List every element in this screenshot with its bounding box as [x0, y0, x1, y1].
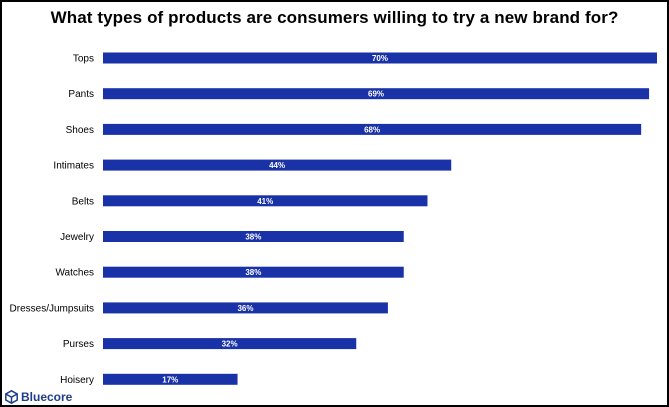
- category-label: Shoes: [66, 125, 94, 136]
- bar: [103, 159, 452, 171]
- data-label: 38%: [245, 268, 261, 277]
- category-label: Belts: [72, 196, 94, 207]
- category-label: Jewelry: [60, 232, 94, 243]
- data-label: 32%: [222, 340, 238, 349]
- category-label: Pants: [68, 89, 94, 100]
- bluecore-cube-icon: [5, 390, 18, 404]
- bar: [103, 302, 388, 314]
- category-label: Intimates: [53, 161, 94, 172]
- bar: [103, 338, 357, 350]
- bar: [103, 195, 428, 207]
- bar: [103, 52, 657, 64]
- brand-name: Bluecore: [21, 390, 73, 404]
- bar: [103, 123, 642, 135]
- data-label: 17%: [162, 375, 178, 384]
- data-label: 69%: [368, 90, 384, 99]
- data-label: 70%: [372, 54, 388, 63]
- category-label: Hoisery: [60, 375, 94, 386]
- data-label: 44%: [269, 161, 285, 170]
- data-label: 38%: [245, 233, 261, 242]
- bar: [103, 266, 404, 278]
- data-label: 41%: [257, 197, 273, 206]
- bar: [103, 88, 650, 100]
- bar: [103, 373, 238, 385]
- chart-title: What types of products are consumers wil…: [50, 8, 619, 27]
- data-label: 68%: [364, 125, 380, 134]
- bar: [103, 231, 404, 242]
- data-label: 36%: [237, 304, 253, 313]
- category-label: Watches: [55, 268, 94, 279]
- category-label: Purses: [63, 339, 94, 350]
- category-label: Dresses/Jumpsuits: [10, 303, 94, 314]
- brand-logo: Bluecore: [5, 390, 72, 404]
- category-label: Tops: [73, 54, 94, 65]
